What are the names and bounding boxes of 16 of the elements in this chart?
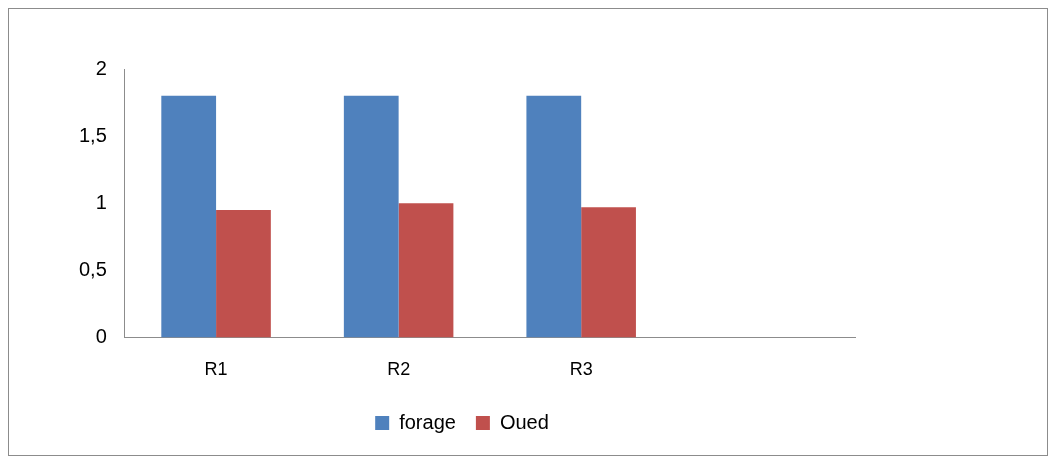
x-tick-label: R3 <box>569 359 593 380</box>
bar <box>161 95 217 338</box>
bar <box>343 95 399 338</box>
y-tick-label: 1 <box>95 190 107 213</box>
bar <box>526 95 582 338</box>
x-tick-label: R1 <box>204 359 228 380</box>
x-tick-label: R2 <box>387 359 411 380</box>
bar <box>216 209 271 338</box>
legend-label: Oued <box>499 410 549 433</box>
bar <box>581 207 636 338</box>
bar <box>398 203 454 338</box>
legend-label: forage <box>399 410 456 433</box>
y-tick-label: 0 <box>95 324 107 347</box>
y-tick-label: 1,5 <box>78 123 107 146</box>
y-tick-label: 2 <box>95 56 107 79</box>
y-tick-label: 0,5 <box>78 257 107 280</box>
